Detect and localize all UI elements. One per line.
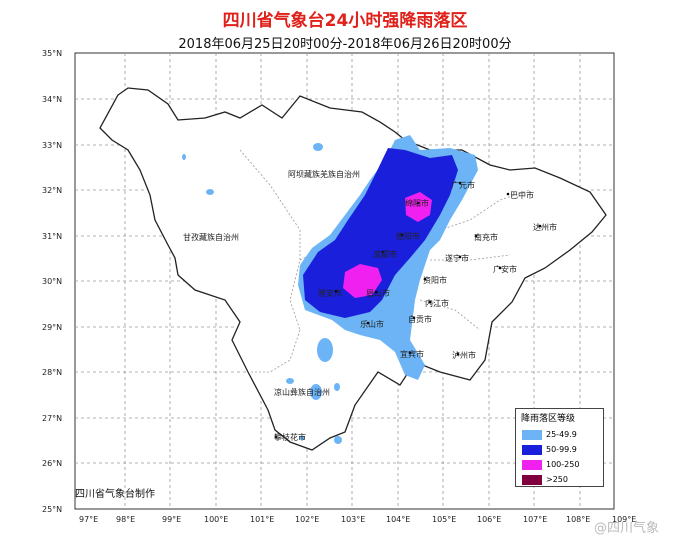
rain-spot [310, 384, 322, 400]
lon-tick: 105°E [432, 515, 456, 524]
lon-tick: 98°E [116, 515, 135, 524]
place-label-yaan: 雅安市 [318, 288, 342, 298]
place-label-deyang: 德阳市 [396, 231, 420, 241]
lat-tick: 31°N [42, 232, 62, 241]
lon-tick: 107°E [523, 515, 547, 524]
legend-swatch [522, 444, 542, 455]
lon-tick: 106°E [477, 515, 501, 524]
place-label-suining: 遂宁市 [445, 253, 469, 263]
watermark: @四川气象 [594, 521, 660, 536]
lat-tick: 35°N [42, 49, 62, 58]
lon-tick: 103°E [341, 515, 365, 524]
rain-zone-100-250 [343, 264, 382, 298]
rain-spot [317, 338, 333, 362]
rain-spot [334, 436, 342, 444]
place-label-aba: 阿坝藏族羌族自治州 [288, 169, 360, 179]
legend-label: >250 [546, 475, 568, 484]
legend-item: 100-250 [522, 457, 603, 472]
rain-spot [299, 436, 305, 440]
place-label-mianyang: 绵阳市 [405, 198, 429, 208]
credit-text: 四川省气象台制作 [75, 489, 155, 500]
place-label-liangshan: 凉山彝族自治州 [274, 387, 330, 397]
rain-zone-100-250 [405, 192, 432, 222]
place-label-neijiang: 内江市 [425, 298, 449, 308]
place-label-panzhihua: 攀枝花市 [274, 432, 306, 442]
legend: 降雨落区等级 25-49.9 50-99.9 100-250 >250 [515, 408, 604, 487]
place-label-luzhou: 泸州市 [452, 350, 476, 360]
legend-swatch [522, 474, 542, 485]
legend-item: 25-49.9 [522, 427, 603, 442]
place-label-chengdu: 成都市 [373, 249, 397, 259]
lat-tick: 26°N [42, 459, 62, 468]
place-label-guangyuan: 广元市 [451, 180, 475, 190]
lon-tick: 104°E [386, 515, 410, 524]
place-label-ziyang: 资阳市 [423, 275, 447, 285]
place-label-nanchong: 南充市 [474, 232, 498, 242]
lon-tick: 100°E [204, 515, 228, 524]
city-markers [274, 181, 542, 439]
lon-tick: 99°E [162, 515, 181, 524]
place-label-ganzi: 甘孜藏族自治州 [183, 232, 239, 242]
lat-tick: 28°N [42, 368, 62, 377]
rain-spot [206, 189, 214, 195]
map-subtitle: 2018年06月25日20时00分-2018年06月26日20时00分 [178, 37, 512, 52]
legend-item: >250 [522, 472, 603, 487]
lat-tick: 25°N [42, 505, 62, 514]
place-label-zigong: 自贡市 [408, 314, 432, 324]
legend-label: 100-250 [546, 460, 580, 469]
legend-item: 50-99.9 [522, 442, 603, 457]
lon-tick: 102°E [295, 515, 319, 524]
place-label-yibin: 宜宾市 [400, 349, 424, 359]
lon-tick: 109°E [612, 515, 636, 524]
rain-spot [334, 383, 340, 391]
place-label-dazhou: 达州市 [533, 222, 557, 232]
lat-tick: 33°N [42, 141, 62, 150]
place-label-meishan: 眉山市 [366, 288, 390, 298]
legend-swatch [522, 459, 542, 470]
legend-label: 25-49.9 [546, 430, 577, 439]
lon-tick: 108°E [566, 515, 590, 524]
legend-title: 降雨落区等级 [521, 414, 576, 424]
lat-tick: 34°N [42, 95, 62, 104]
rain-spot [182, 154, 186, 160]
lat-tick: 29°N [42, 323, 62, 332]
lat-tick: 32°N [42, 186, 62, 195]
lat-tick: 27°N [42, 414, 62, 423]
place-label-leshan: 乐山市 [360, 319, 384, 329]
lon-tick: 101°E [250, 515, 274, 524]
rain-zone-50-99 [303, 148, 458, 318]
legend-label: 50-99.9 [546, 445, 577, 454]
place-label-bazhong: 巴中市 [510, 190, 534, 200]
rain-spot [313, 143, 323, 151]
place-label-guangan: 广安市 [493, 264, 517, 274]
rain-spot [286, 378, 294, 384]
map-title: 四川省气象台24小时强降雨落区 [222, 11, 468, 31]
legend-swatch [522, 429, 542, 440]
lat-tick: 30°N [42, 277, 62, 286]
lon-tick: 97°E [79, 515, 98, 524]
